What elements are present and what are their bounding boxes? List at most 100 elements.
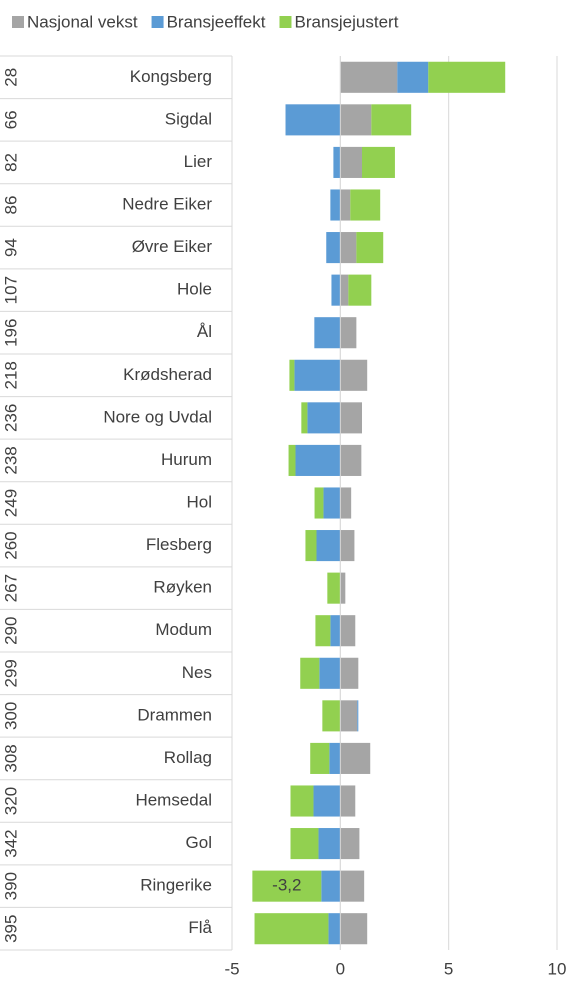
bar-segment [340, 615, 356, 647]
rank-label: 267 [1, 574, 20, 602]
category-label: Ringerike [140, 876, 212, 895]
bar-segment [322, 700, 341, 732]
category-label: Modum [155, 620, 212, 639]
category-label: Røyken [153, 578, 212, 597]
bar-segment [340, 700, 358, 732]
rank-label: 395 [1, 915, 20, 943]
value-label: -3,2 [272, 876, 301, 895]
bar-segment [301, 402, 308, 434]
bar-segment [340, 487, 352, 519]
bar-segment [340, 444, 362, 476]
rank-label: 107 [1, 276, 20, 304]
legend-label: Nasjonal vekst [27, 12, 138, 31]
bar-segment [340, 870, 365, 902]
category-label: Nedre Eiker [122, 194, 212, 213]
bar-segment [340, 61, 398, 93]
category-label: Nes [182, 663, 212, 682]
bar-segment [340, 657, 359, 689]
bar-segment [340, 402, 362, 434]
bar-segment [316, 530, 341, 562]
rank-label: 300 [1, 702, 20, 730]
bar-segment [340, 359, 368, 391]
bar-segment [307, 402, 341, 434]
bar-segment [340, 317, 357, 349]
bar-segment [340, 742, 371, 774]
category-label: Gol [186, 833, 212, 852]
rank-label: 308 [1, 744, 20, 772]
category-label: Hemsedal [135, 790, 212, 809]
bar-segment [314, 487, 324, 519]
bar-segment [288, 444, 296, 476]
category-label: Flesberg [146, 535, 212, 554]
bar-segment [340, 274, 349, 306]
bar-segment [310, 742, 330, 774]
bar-segment [327, 572, 341, 604]
bar-segment [340, 104, 372, 136]
bar-segment [350, 189, 381, 221]
bar-segment [371, 104, 412, 136]
bar-segment [305, 530, 317, 562]
bar-segment [321, 870, 341, 902]
bar-segment [340, 785, 356, 817]
bar-segment [340, 913, 368, 945]
bar-segment [333, 146, 341, 178]
rank-label: 94 [1, 238, 20, 257]
rank-label: 238 [1, 446, 20, 474]
bar-segment [300, 657, 320, 689]
category-label: Rollag [164, 748, 212, 767]
category-label: Drammen [137, 705, 212, 724]
bar-segment [329, 742, 341, 774]
bar-segment [289, 359, 295, 391]
rank-label: 86 [1, 196, 20, 215]
legend-label: Bransjeeffekt [167, 12, 266, 31]
bar-segment [313, 785, 341, 817]
bar-segment [356, 232, 384, 264]
bar-segment [397, 61, 429, 93]
rank-label: 320 [1, 787, 20, 815]
bar-segment [340, 189, 351, 221]
bar-segment [295, 444, 341, 476]
bar-segment [318, 828, 341, 860]
category-label: Øvre Eiker [132, 237, 213, 256]
category-label: Lier [184, 152, 213, 171]
bar-segment [340, 572, 346, 604]
bar-segment [340, 232, 357, 264]
bar-segment [285, 104, 341, 136]
bar-segment [326, 232, 341, 264]
x-tick-label: 0 [336, 959, 345, 978]
legend-swatch [279, 16, 292, 28]
bar-segment [340, 828, 360, 860]
category-label: Sigdal [165, 109, 212, 128]
rank-label: 196 [1, 319, 20, 347]
rank-label: 260 [1, 531, 20, 559]
category-label: Hurum [161, 450, 212, 469]
bar-segment [330, 189, 341, 221]
rank-label: 249 [1, 489, 20, 517]
bar-segment [328, 913, 341, 945]
rank-label: 218 [1, 361, 20, 389]
legend-swatch [12, 16, 24, 28]
rank-label: 66 [1, 110, 20, 129]
rank-label: 299 [1, 659, 20, 687]
bar-segment [340, 530, 355, 562]
bar-segment [323, 487, 341, 519]
bar-segment [357, 700, 359, 732]
legend-swatch [151, 16, 164, 28]
x-tick-label: -5 [224, 959, 239, 978]
bar-segment [315, 615, 331, 647]
category-label: Kongsberg [130, 67, 212, 86]
legend-label: Bransjejustert [294, 12, 398, 31]
rank-label: 82 [1, 153, 20, 172]
category-label: Krødsherad [123, 365, 212, 384]
bar-segment [252, 870, 322, 902]
bar-segment [330, 615, 341, 647]
bar-segment [314, 317, 341, 349]
category-label: Flå [188, 918, 212, 937]
x-tick-label: 5 [444, 959, 453, 978]
bar-segment [362, 146, 395, 178]
bar-segment [428, 61, 506, 93]
rank-label: 28 [1, 68, 20, 87]
bar-segment [319, 657, 341, 689]
bar-segment [340, 146, 362, 178]
